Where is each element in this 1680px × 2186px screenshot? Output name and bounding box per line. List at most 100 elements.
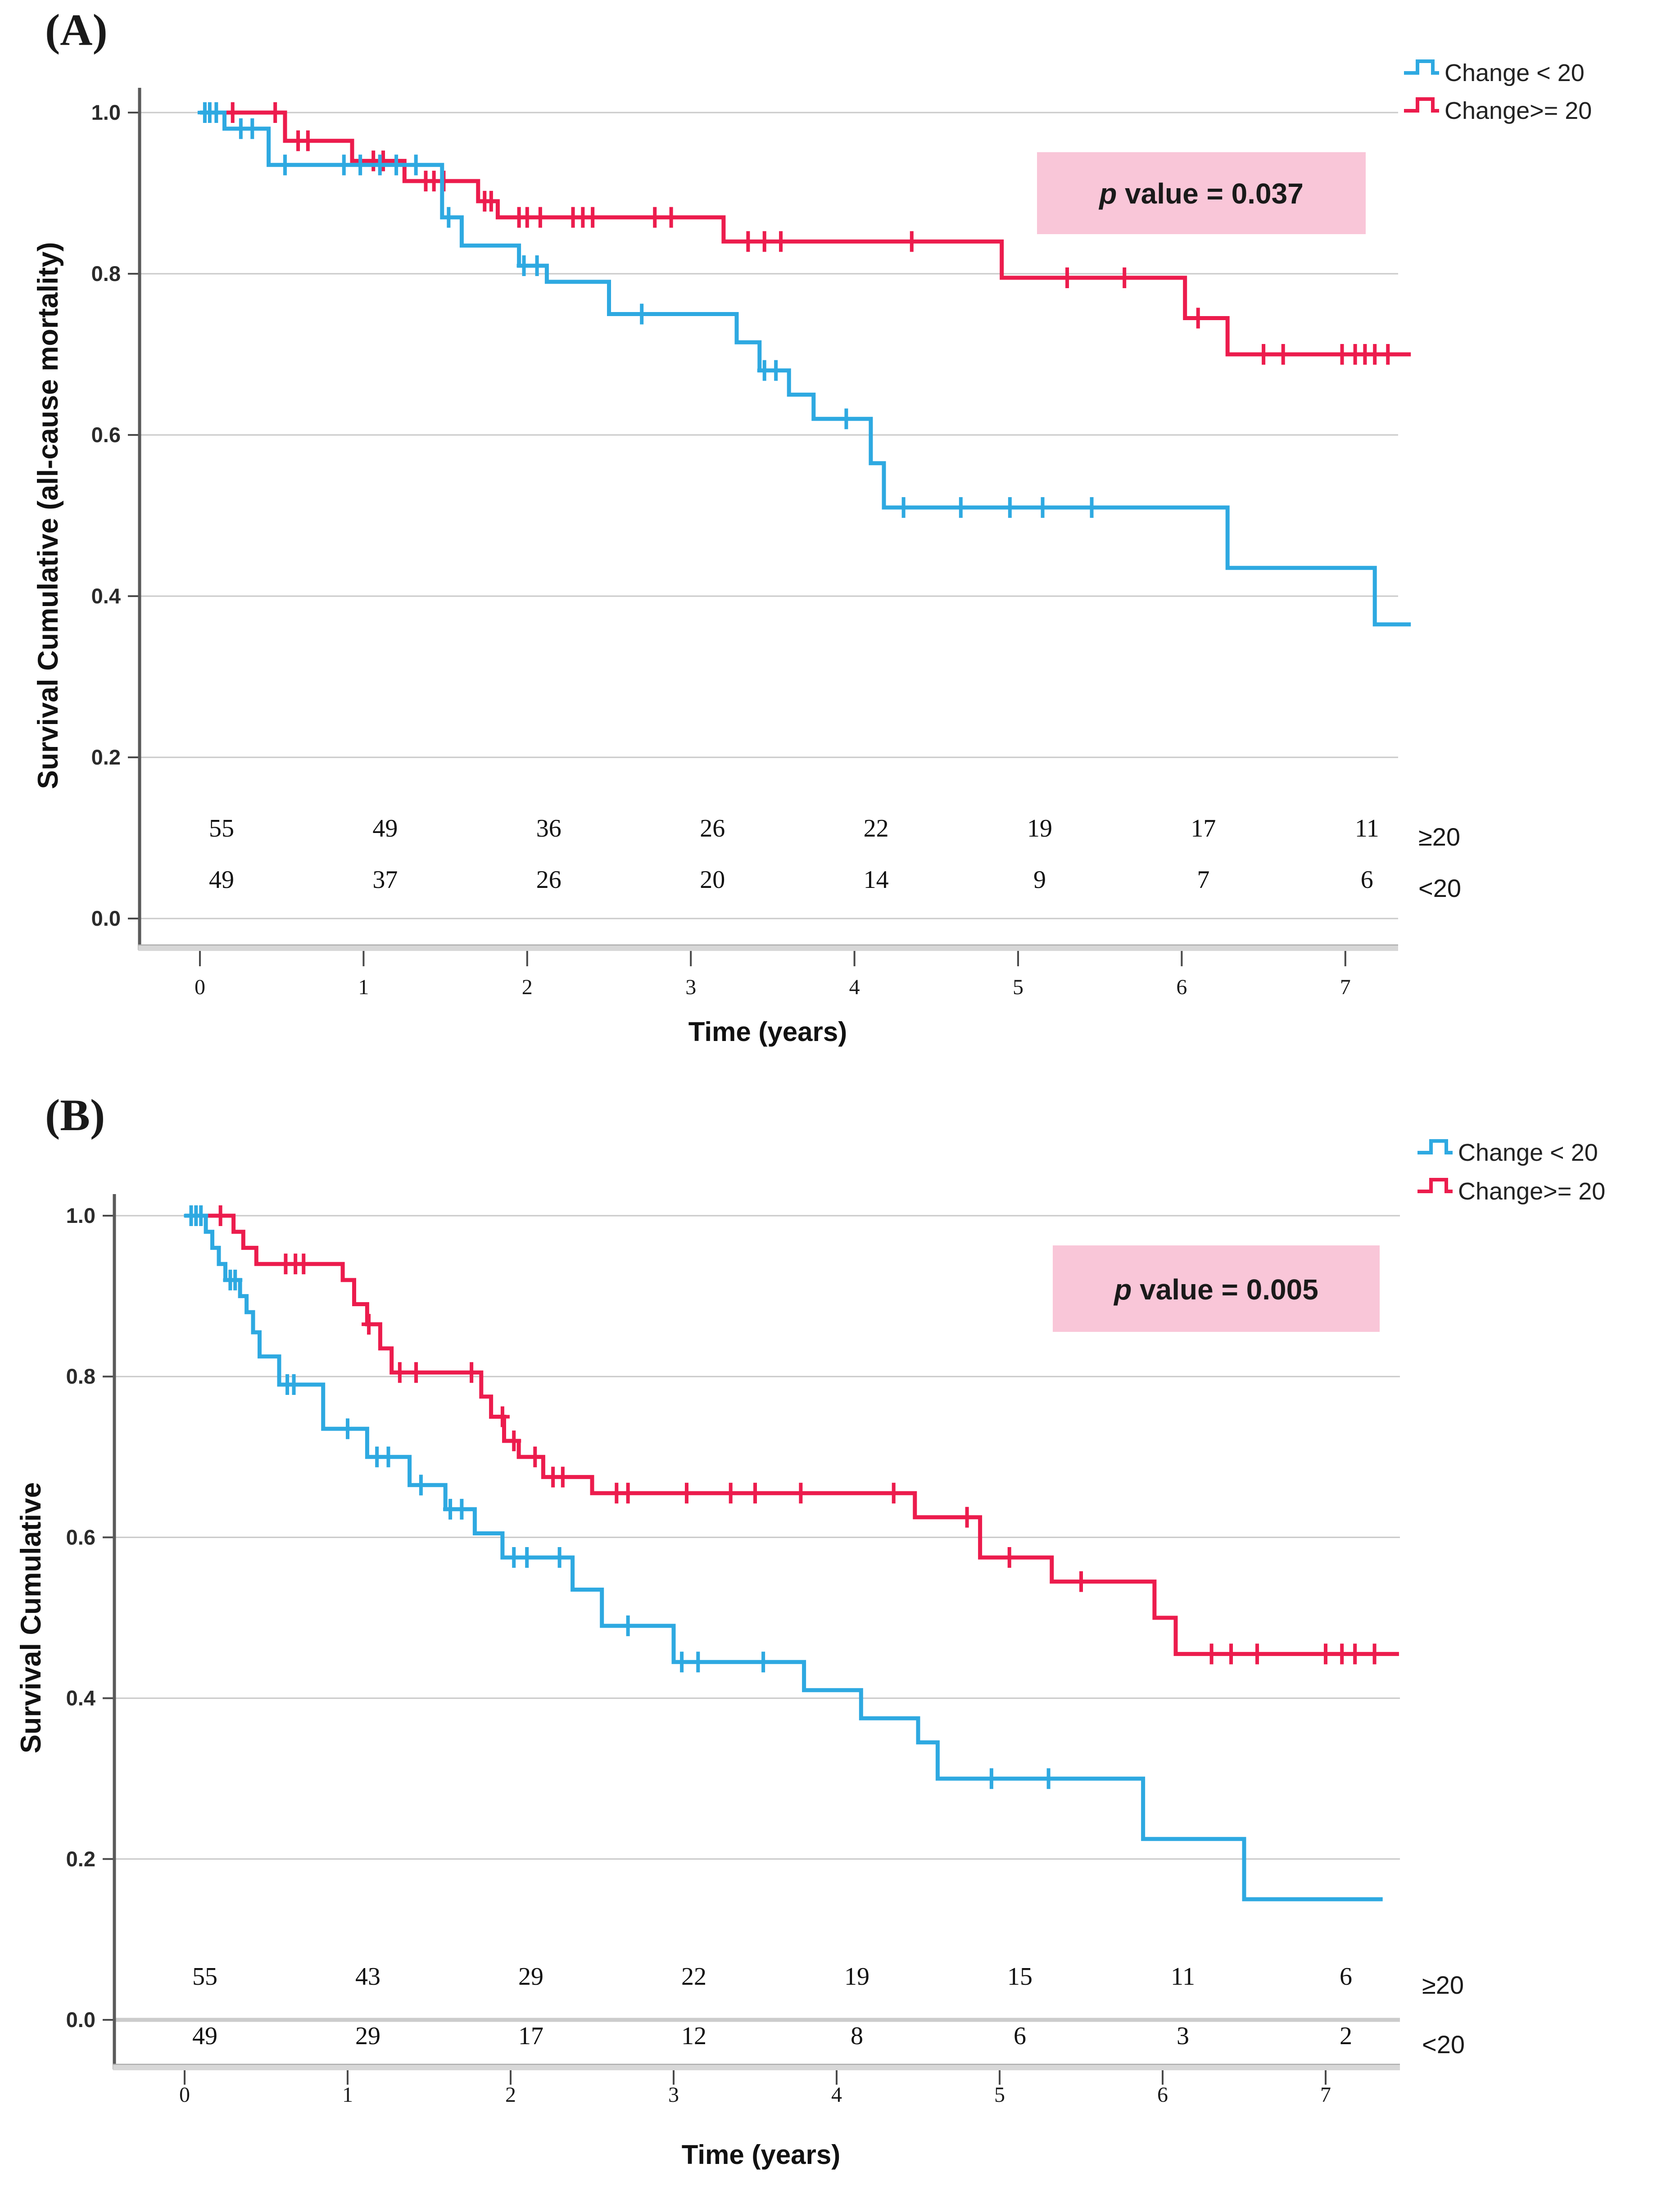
at-risk-value: 29 bbox=[355, 2022, 380, 2050]
legend-panel-b: Change < 20 Change>= 20 bbox=[1417, 1139, 1605, 1205]
x-tick-label: 2 bbox=[505, 2083, 516, 2107]
x-tick-label: 1 bbox=[342, 2083, 353, 2107]
at-risk-value: 37 bbox=[372, 866, 398, 894]
at-risk-value: 20 bbox=[700, 866, 725, 894]
x-tick-label: 2 bbox=[522, 975, 533, 999]
legend-swatch-change-lt20-icon bbox=[1404, 59, 1439, 75]
y-axis-a: 1.0 0.8 0.6 0.4 0.2 0.0 bbox=[91, 88, 141, 950]
x-tick-label: 6 bbox=[1157, 2083, 1168, 2107]
at-risk-value: 7 bbox=[1197, 866, 1209, 894]
x-axis-title-b: Time (years) bbox=[682, 2140, 840, 2170]
y-tick-label: 1.0 bbox=[91, 100, 121, 124]
y-tick-label: 0.0 bbox=[91, 906, 121, 930]
x-tick-label: 4 bbox=[849, 975, 860, 999]
at-risk-value: 11 bbox=[1355, 815, 1379, 842]
panel-b: (B) Change < 20 Change>= 20 p value = 0.… bbox=[15, 1094, 1605, 2170]
at-risk-value: 6 bbox=[1014, 2022, 1026, 2050]
x-tick-label: 1 bbox=[358, 975, 369, 999]
x-axis-a: 0 1 2 3 4 5 6 7 bbox=[138, 944, 1398, 999]
at-risk-value: 11 bbox=[1171, 1963, 1195, 1991]
axis-band bbox=[138, 946, 1398, 951]
y-tick-label: 0.0 bbox=[66, 2008, 95, 2032]
survival-curves-a bbox=[197, 102, 1411, 627]
x-tick-label: 3 bbox=[685, 975, 696, 999]
legend-panel-a: Change < 20 Change>= 20 bbox=[1404, 59, 1592, 124]
y-tick-label: 0.8 bbox=[66, 1364, 95, 1388]
y-tick-label: 0.2 bbox=[91, 745, 121, 769]
at-risk-value: 26 bbox=[700, 815, 725, 842]
at-risk-value: 2 bbox=[1340, 2022, 1352, 2050]
at-risk-value: 6 bbox=[1361, 866, 1373, 894]
at-risk-value: 55 bbox=[209, 815, 234, 842]
risk-label-ge20-b: ≥20 bbox=[1422, 1971, 1464, 1999]
risk-label-ge20-a: ≥20 bbox=[1418, 823, 1460, 851]
at-risk-value: 9 bbox=[1033, 866, 1046, 894]
at-risk-value: 19 bbox=[844, 1963, 869, 1991]
axis-band bbox=[113, 2065, 1400, 2070]
y-tick-label: 0.6 bbox=[66, 1525, 95, 1549]
legend-label-change-lt20: Change < 20 bbox=[1445, 59, 1585, 86]
x-tick-label: 4 bbox=[831, 2083, 842, 2107]
y-tick-label: 0.4 bbox=[91, 584, 121, 608]
km-curve bbox=[200, 110, 1411, 627]
at-risk-value: 36 bbox=[536, 815, 562, 842]
at-risk-value: 43 bbox=[355, 1963, 380, 1991]
km-curve bbox=[200, 110, 1411, 357]
at-risk-value: 49 bbox=[372, 815, 398, 842]
at-risk-value: 22 bbox=[864, 815, 889, 842]
y-axis-b: 1.0 0.8 0.6 0.4 0.2 0.0 bbox=[66, 1194, 116, 2069]
y-axis-title-b: Survival Cumulative bbox=[15, 1482, 47, 1753]
at-risk-value: 14 bbox=[864, 866, 889, 894]
at-risk-value: 29 bbox=[518, 1963, 543, 1991]
x-axis-b: 0 1 2 3 4 5 6 7 bbox=[113, 2064, 1400, 2107]
x-tick-label: 7 bbox=[1340, 975, 1351, 999]
panel-b-label: (B) bbox=[45, 1094, 105, 1140]
at-risk-table-b: 55 43 29 22 19 15 11 6 49 29 17 12 8 6 3 2 bbox=[192, 1963, 1352, 2050]
y-tick-label: 0.8 bbox=[91, 262, 121, 285]
at-risk-table-a: 55 49 36 26 22 19 17 11 49 37 26 20 14 9 7 6 bbox=[209, 815, 1379, 894]
gridlines-b bbox=[115, 1215, 1400, 2022]
x-tick-label: 0 bbox=[179, 2083, 190, 2107]
at-risk-value: 15 bbox=[1007, 1963, 1032, 1991]
survival-curves-b bbox=[184, 1205, 1399, 1901]
legend-label-change-lt20: Change < 20 bbox=[1458, 1139, 1598, 1166]
at-risk-value: 49 bbox=[209, 866, 234, 894]
at-risk-value: 17 bbox=[1191, 815, 1216, 842]
at-risk-value: 8 bbox=[851, 2022, 863, 2050]
panel-a-label: (A) bbox=[45, 5, 108, 55]
at-risk-value: 26 bbox=[536, 866, 562, 894]
p-value-box-a: p value = 0.037 bbox=[1037, 152, 1366, 234]
legend-label-change-ge20: Change>= 20 bbox=[1458, 1178, 1605, 1205]
risk-label-lt20-a: <20 bbox=[1418, 874, 1461, 902]
at-risk-value: 49 bbox=[192, 2022, 217, 2050]
x-axis-title-a: Time (years) bbox=[688, 1017, 847, 1047]
p-value-text-b: p value = 0.005 bbox=[1113, 1273, 1318, 1306]
legend-label-change-ge20: Change>= 20 bbox=[1445, 97, 1592, 124]
at-risk-value: 19 bbox=[1027, 815, 1052, 842]
x-tick-label: 3 bbox=[668, 2083, 679, 2107]
legend-swatch-change-lt20-icon bbox=[1417, 1139, 1453, 1154]
y-tick-label: 1.0 bbox=[66, 1204, 95, 1227]
x-tick-label: 5 bbox=[1013, 975, 1023, 999]
at-risk-value: 12 bbox=[681, 2022, 706, 2050]
at-risk-value: 22 bbox=[681, 1963, 706, 1991]
x-tick-label: 6 bbox=[1176, 975, 1187, 999]
y-axis-title-a: Survival Cumulative (all-cause mortality… bbox=[32, 242, 64, 789]
at-risk-value: 17 bbox=[518, 2022, 543, 2050]
at-risk-value: 55 bbox=[192, 1963, 217, 1991]
p-value-box-b: p value = 0.005 bbox=[1053, 1245, 1380, 1332]
legend-swatch-change-ge20-icon bbox=[1404, 97, 1439, 113]
p-value-text-a: p value = 0.037 bbox=[1098, 177, 1304, 210]
risk-label-lt20-b: <20 bbox=[1422, 2030, 1465, 2059]
x-tick-label: 5 bbox=[994, 2083, 1005, 2107]
at-risk-value: 3 bbox=[1177, 2022, 1189, 2050]
y-tick-label: 0.4 bbox=[66, 1686, 95, 1710]
legend-swatch-change-ge20-icon bbox=[1417, 1178, 1453, 1193]
x-tick-label: 0 bbox=[195, 975, 205, 999]
gridlines-a bbox=[140, 112, 1398, 919]
y-tick-label: 0.6 bbox=[91, 423, 121, 447]
panel-a: (A) Change < 20 Change>= 20 p value = 0.… bbox=[32, 5, 1592, 1047]
y-tick-label: 0.2 bbox=[66, 1847, 95, 1871]
x-tick-label: 7 bbox=[1320, 2083, 1331, 2107]
